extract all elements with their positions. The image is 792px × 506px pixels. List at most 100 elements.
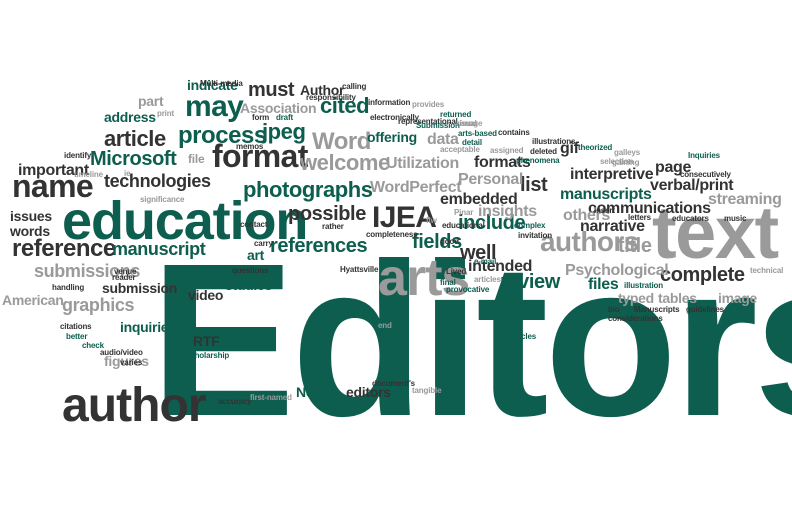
cloud-word: review [500, 271, 560, 293]
cloud-word: ie [124, 169, 131, 178]
cloud-word: representational [398, 117, 458, 126]
cloud-word: Microsoft [90, 148, 177, 170]
cloud-word: communications [588, 200, 711, 217]
cloud-word: Editors [150, 219, 792, 462]
cloud-word: Author [300, 82, 345, 98]
cloud-word: art [247, 247, 265, 263]
cloud-word: final [440, 278, 456, 287]
cloud-word: may [185, 90, 244, 123]
cloud-word: WordPerfect [370, 179, 462, 196]
cloud-word: complex [514, 221, 546, 230]
cloud-word: data [427, 131, 459, 148]
cloud-word: music [724, 214, 747, 223]
cloud-word: contains [498, 128, 530, 137]
cloud-word: figures [104, 353, 149, 369]
cloud-word: detail [462, 138, 482, 147]
cloud-word: submissions [34, 261, 141, 281]
cloud-word: scholarship [186, 351, 230, 360]
cloud-word: must [248, 79, 295, 101]
cloud-word: e-mail [474, 257, 497, 266]
cloud-word: words [10, 223, 50, 239]
cloud-word: interpretive [570, 166, 654, 183]
cloud-word: editors [346, 384, 391, 400]
cloud-word: bio [608, 305, 620, 314]
cloud-word: authors [540, 226, 639, 257]
cloud-word: title [618, 235, 652, 257]
cloud-word: address [104, 109, 156, 125]
cloud-word: formats [474, 154, 531, 171]
cloud-word: arts-based [458, 129, 497, 138]
cloud-word: important [18, 162, 89, 179]
cloud-word: electronically [370, 113, 419, 122]
cloud-word: text [652, 191, 779, 274]
cloud-word: part [138, 93, 164, 109]
cloud-word: acceptable [440, 145, 480, 154]
cloud-word: consecutively [680, 170, 731, 179]
cloud-word: gif [560, 140, 579, 157]
cloud-word: arts [378, 249, 470, 307]
cloud-word: gaining [612, 158, 640, 167]
cloud-word: video [188, 287, 224, 303]
cloud-word: tables [658, 290, 697, 306]
cloud-word: reader [112, 273, 136, 282]
cloud-word: IJEA [372, 201, 437, 234]
cloud-word: Submission [416, 121, 460, 130]
cloud-word: educators [672, 214, 709, 223]
cloud-word: streaming [708, 191, 782, 208]
cloud-word: Insert [594, 206, 615, 215]
cloud-word: illustrations [532, 137, 576, 146]
cloud-word: draft [276, 113, 293, 122]
cloud-word: offering [367, 129, 417, 145]
cloud-word: Manuscripts [634, 305, 680, 314]
cloud-word: phenomena [516, 156, 560, 165]
cloud-word: article [104, 126, 166, 151]
cloud-word: Psychological [565, 262, 669, 279]
cloud-word: accuracy [218, 397, 252, 406]
cloud-word: Inquiries [688, 151, 720, 160]
cloud-word: form [252, 113, 270, 122]
cloud-word: list [520, 174, 548, 196]
cloud-word: document's [372, 379, 415, 388]
cloud-word: tangible [412, 386, 442, 395]
cloud-word: returned [440, 110, 472, 119]
cloud-word: audio/video [100, 348, 143, 357]
cloud-word: verbal/print [650, 177, 734, 194]
cloud-word: calling [342, 82, 367, 91]
cloud-word: responsibility [306, 93, 356, 102]
cloud-word: information [368, 98, 411, 107]
cloud-word: invitation [518, 231, 552, 240]
cloud-word: manuscripts [560, 186, 652, 203]
cloud-word: author [62, 379, 207, 432]
cloud-word: articles [474, 275, 501, 284]
cloud-word: image [460, 119, 483, 128]
cloud-word: page [655, 159, 692, 176]
cloud-word: rather [322, 222, 344, 231]
cloud-word: issues [10, 208, 52, 224]
cloud-word: inquiries [120, 319, 176, 335]
cloud-word: educational [442, 221, 485, 230]
cloud-word: varies [120, 358, 143, 367]
cloud-word: RTF [193, 333, 220, 349]
cloud-word: contact [240, 220, 268, 229]
cloud-word: guidelines [686, 305, 724, 314]
cloud-word: memos [236, 142, 264, 151]
cloud-word: considerations [608, 314, 663, 323]
cloud-word: Pinar [454, 208, 474, 217]
cloud-word: process [178, 122, 267, 149]
cloud-word: file [188, 152, 205, 166]
cloud-word: technical [750, 266, 784, 275]
cloud-word: jpeg [262, 119, 306, 144]
cloud-word: indicate [187, 77, 238, 93]
cloud-word: narrative [580, 218, 645, 235]
cloud-word: welcome [300, 150, 390, 175]
cloud-word: provocative [446, 285, 490, 294]
cloud-word: illustration [624, 281, 663, 290]
cloud-word: galleys [614, 148, 641, 157]
cloud-word: others [563, 207, 610, 224]
cloud-word: handling [52, 283, 85, 292]
cloud-word: Personal [458, 171, 524, 188]
cloud-word: photographs [243, 177, 373, 202]
cloud-word: Hyattsville [340, 265, 379, 274]
cloud-word: first-named [250, 393, 292, 402]
cloud-word: Articles [508, 332, 537, 341]
